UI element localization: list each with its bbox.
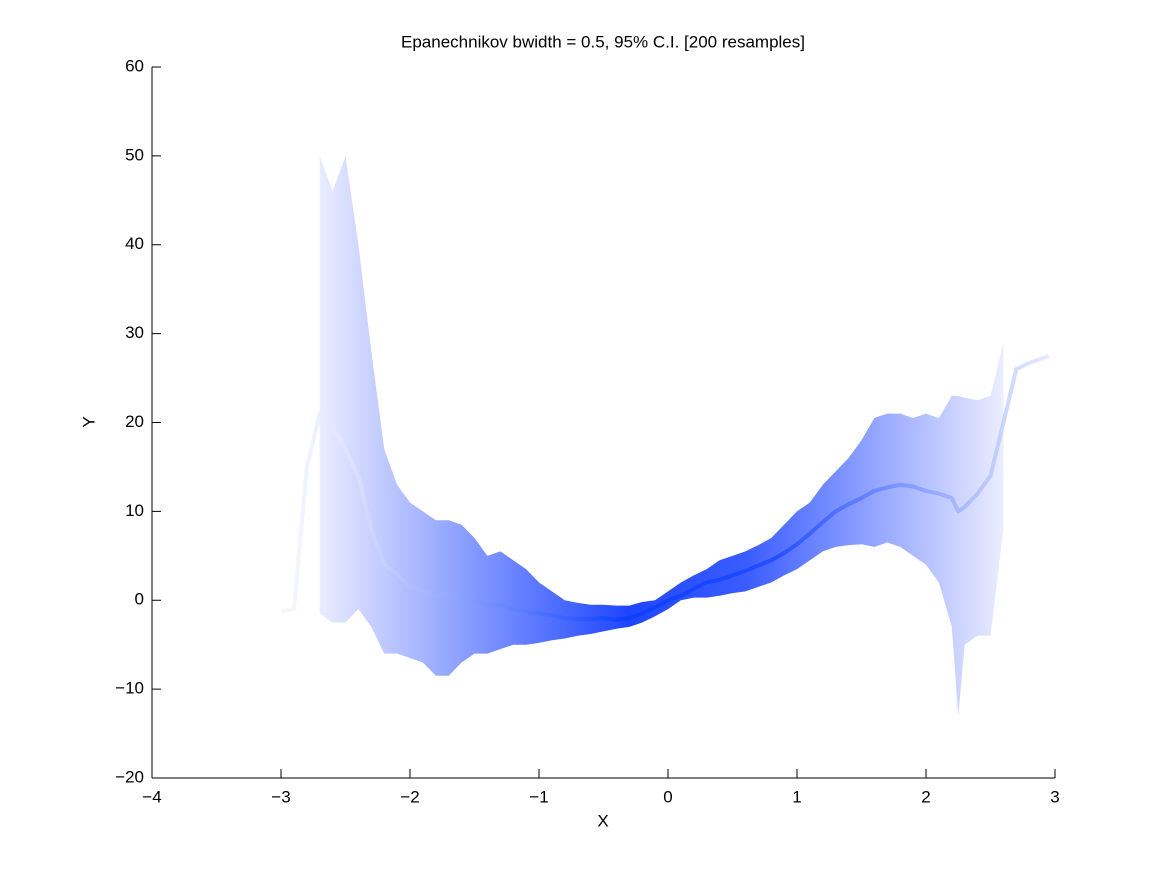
y-tick-label: 10 <box>125 501 144 520</box>
x-tick-label: 3 <box>1050 787 1059 806</box>
x-tick-label: −2 <box>400 787 419 806</box>
y-tick-label: 60 <box>125 56 144 75</box>
y-tick-label: −10 <box>115 679 144 698</box>
confidence-band <box>319 155 1004 716</box>
x-tick-label: −1 <box>529 787 548 806</box>
mean-line <box>280 353 1050 622</box>
x-axis-label: X <box>597 811 608 830</box>
chart-title: Epanechnikov bwidth = 0.5, 95% C.I. [200… <box>401 32 805 51</box>
y-tick-label: 30 <box>125 323 144 342</box>
y-tick-label: 40 <box>125 234 144 253</box>
x-tick-label: −3 <box>271 787 290 806</box>
y-tick-label: 20 <box>125 412 144 431</box>
x-tick-label: 0 <box>663 787 672 806</box>
y-tick-label: 50 <box>125 145 144 164</box>
x-tick-label: 2 <box>921 787 930 806</box>
x-tick-label: −4 <box>142 787 161 806</box>
y-tick-label: 0 <box>135 590 144 609</box>
y-axis-label: Y <box>79 416 98 427</box>
x-tick-label: 1 <box>792 787 801 806</box>
y-tick-label: −20 <box>115 767 144 786</box>
